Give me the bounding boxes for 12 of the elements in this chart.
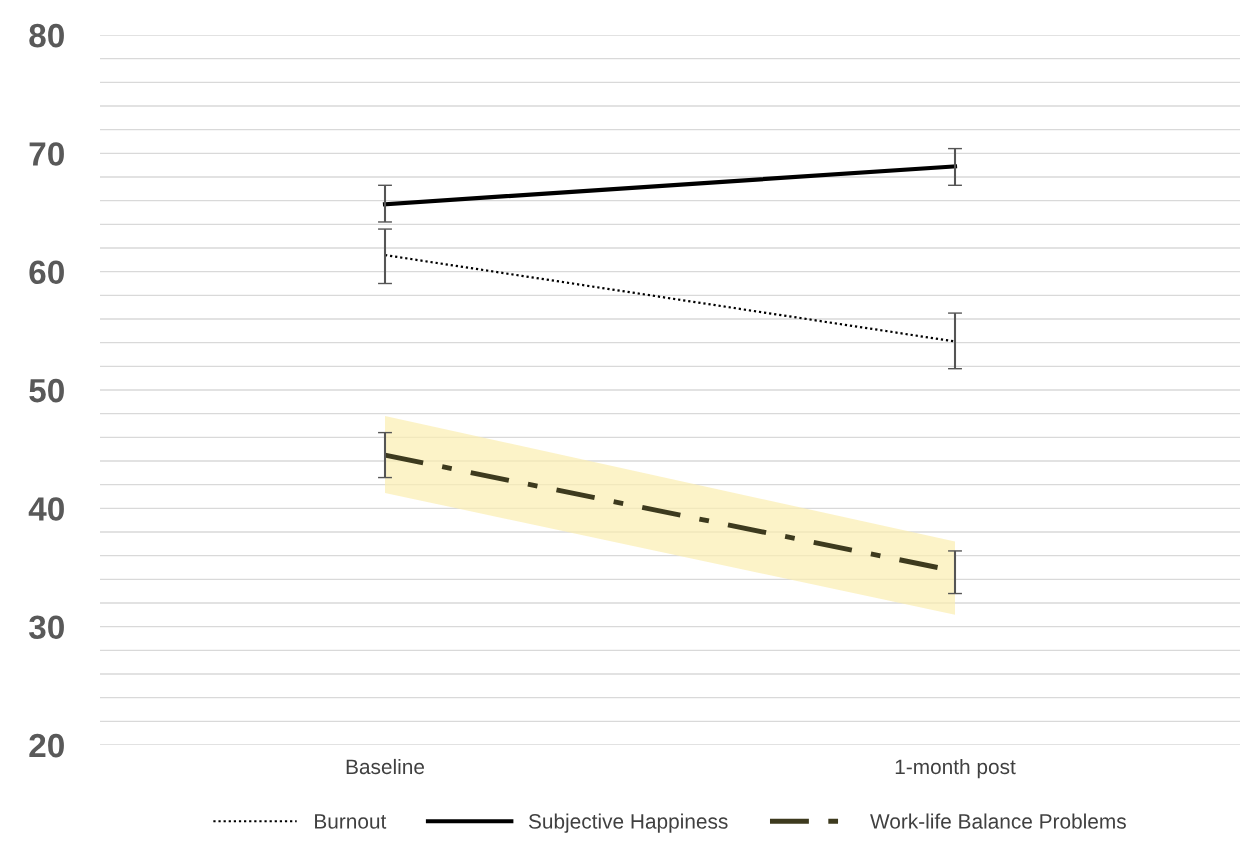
y-tick-label: 50: [29, 378, 64, 403]
y-tick-label: 40: [28, 497, 64, 521]
x-tick-label: Baseline: [346, 758, 425, 775]
y-tick-label: 70: [29, 142, 64, 166]
y-tick-label: 20: [29, 733, 64, 758]
y-tick-label: 30: [28, 615, 64, 640]
legend-label: Subjective Happiness: [528, 813, 728, 833]
y-tick-label: 60: [29, 260, 64, 285]
x-tick-label: 1-month post: [895, 758, 1016, 779]
y-tick-label: 80: [29, 23, 64, 48]
legend-label: Work-life Balance Problems: [870, 813, 1126, 829]
legend-label: Burnout: [315, 814, 387, 829]
